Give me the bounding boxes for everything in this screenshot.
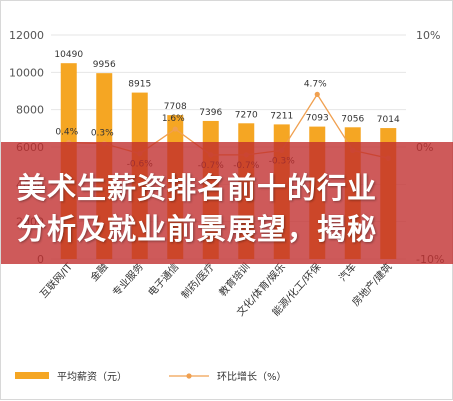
- bar-value-label: 8915: [128, 80, 151, 90]
- growth-value-label: 0.3%: [91, 129, 114, 139]
- bar-value-label: 10490: [54, 50, 83, 60]
- x-category-label: 教育培训: [216, 260, 252, 298]
- legend-bar-label: 平均薪资（元）: [57, 371, 127, 383]
- overlay-title-line-1: 美术生薪资排名前十的行业: [17, 171, 378, 205]
- bar-value-label: 7056: [341, 114, 364, 124]
- bar-value-label: 7270: [235, 110, 258, 120]
- x-category-label: 电子通信: [145, 260, 181, 298]
- bar-value-label: 7211: [270, 111, 293, 121]
- y-right-tick-label: 10%: [416, 29, 440, 42]
- legend-line-label: 环比增长（%）: [217, 370, 287, 383]
- y-left-tick-label: 8000: [16, 104, 44, 117]
- growth-value-label: 0.4%: [55, 128, 78, 138]
- x-category-label: 制药/医疗: [178, 260, 217, 301]
- legend-bar-swatch: [15, 372, 49, 379]
- growth-value-label: 1.6%: [162, 114, 185, 124]
- legend-line-marker: [186, 373, 192, 379]
- growth-point: [314, 91, 320, 97]
- bar-value-label: 7093: [306, 114, 329, 124]
- bar-value-label: 7708: [164, 102, 187, 112]
- overlay-title-line-2: 分析及就业前景展望，揭秘: [17, 212, 378, 246]
- x-category-label: 专业服务: [110, 260, 146, 298]
- bar-value-label: 7014: [377, 115, 400, 125]
- growth-value-label: 4.7%: [304, 79, 327, 89]
- y-left-tick-label: 10000: [9, 66, 44, 79]
- title-overlay-band: [1, 142, 453, 264]
- x-category-label: 互联网/IT: [38, 260, 76, 300]
- growth-point: [172, 126, 178, 132]
- y-left-tick-label: 12000: [9, 29, 44, 42]
- bar-value-label: 9956: [93, 60, 116, 70]
- bar-value-label: 7396: [199, 108, 222, 118]
